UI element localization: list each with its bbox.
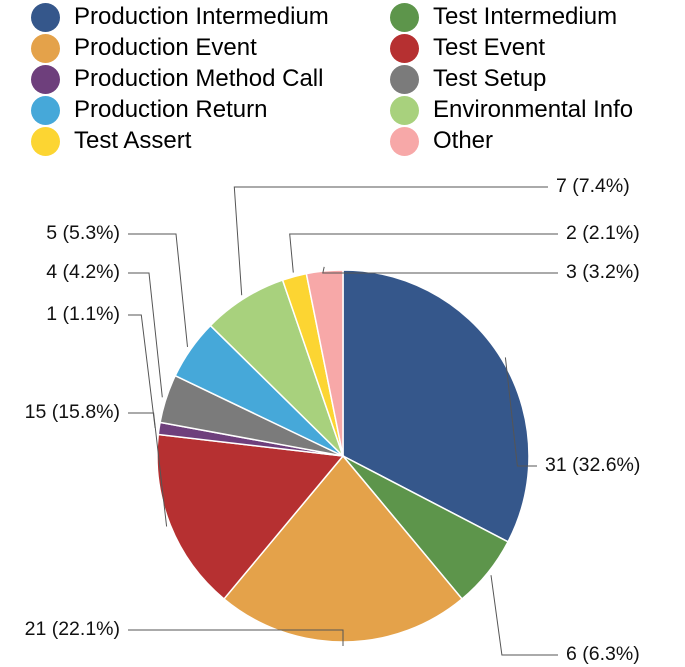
legend-swatch	[31, 64, 60, 94]
slice-label-environmental-info: 7 (7.4%)	[556, 175, 630, 197]
legend-item-other: Other	[390, 126, 493, 156]
slice-label-test-intermedium: 6 (6.3%)	[566, 643, 640, 665]
legend-item-production-event: Production Event	[31, 33, 257, 63]
leader-line-test-assert	[289, 233, 558, 273]
slice-labels: 31 (32.6%) 6 (6.3%) 21 (22.1%) 15 (15.8%) 1 …	[25, 175, 641, 665]
legend-label: Production Intermedium	[74, 3, 329, 30]
legend-label: Test Event	[433, 34, 546, 61]
legend-item-test-setup: Test Setup	[390, 64, 546, 94]
legend-item-production-intermedium: Production Intermedium	[31, 2, 329, 32]
legend-item-test-intermedium: Test Intermedium	[390, 2, 617, 32]
leader-line-production-method-call	[128, 314, 156, 428]
legend-label: Production Return	[74, 96, 268, 123]
legend-swatch	[390, 95, 419, 125]
leader-line-production-return	[128, 233, 188, 347]
slice-label-test-setup: 4 (4.2%)	[46, 261, 120, 283]
legend-item-test-assert: Test Assert	[31, 126, 191, 156]
slice-label-production-method-call: 1 (1.1%)	[46, 303, 120, 325]
legend-label: Test Setup	[433, 65, 547, 92]
legend-swatch	[31, 33, 60, 63]
legend-swatch	[31, 95, 60, 125]
legend-swatch	[31, 2, 60, 32]
pie-slices	[156, 269, 530, 643]
pie-slice-test-event	[156, 433, 345, 600]
slice-label-production-return: 5 (5.3%)	[46, 222, 120, 244]
slice-label-production-event: 21 (22.1%)	[25, 618, 120, 640]
legend-swatch	[390, 64, 419, 94]
legend-item-production-method-call: Production Method Call	[31, 64, 323, 94]
legend-item-environmental-info: Environmental Info	[390, 95, 633, 125]
legend-label: Production Event	[74, 34, 257, 61]
legend-label: Other	[433, 127, 494, 154]
pie-slice-production-intermedium	[342, 269, 530, 543]
legend-label: Test Intermedium	[433, 3, 618, 30]
leader-line-other	[322, 266, 558, 274]
legend-label: Test Assert	[74, 127, 192, 154]
leader-line-environmental-info	[233, 186, 548, 296]
slice-label-production-intermedium: 31 (32.6%)	[545, 454, 640, 476]
legend-swatch	[390, 33, 419, 63]
pie-slice-other	[305, 269, 344, 457]
legend-item-production-return: Production Return	[31, 95, 267, 125]
legend-swatch	[390, 126, 419, 156]
leader-lines	[128, 186, 558, 656]
leader-line-test-setup	[128, 272, 163, 398]
legend-swatch	[31, 126, 60, 156]
slice-label-other: 3 (3.2%)	[566, 261, 640, 283]
leader-line-production-intermedium	[504, 357, 537, 467]
slice-label-test-event: 15 (15.8%)	[25, 401, 120, 423]
leader-line-test-intermedium	[490, 575, 558, 656]
legend-item-test-event: Test Event	[390, 33, 545, 63]
legend-swatch	[390, 2, 419, 32]
legend-label: Production Method Call	[74, 65, 324, 92]
chart-legend: Production Intermedium Test Intermedium Pr…	[0, 0, 685, 160]
slice-label-test-assert: 2 (2.1%)	[566, 222, 640, 244]
legend-label: Environmental Info	[433, 96, 634, 123]
leader-line-production-event	[128, 629, 344, 646]
